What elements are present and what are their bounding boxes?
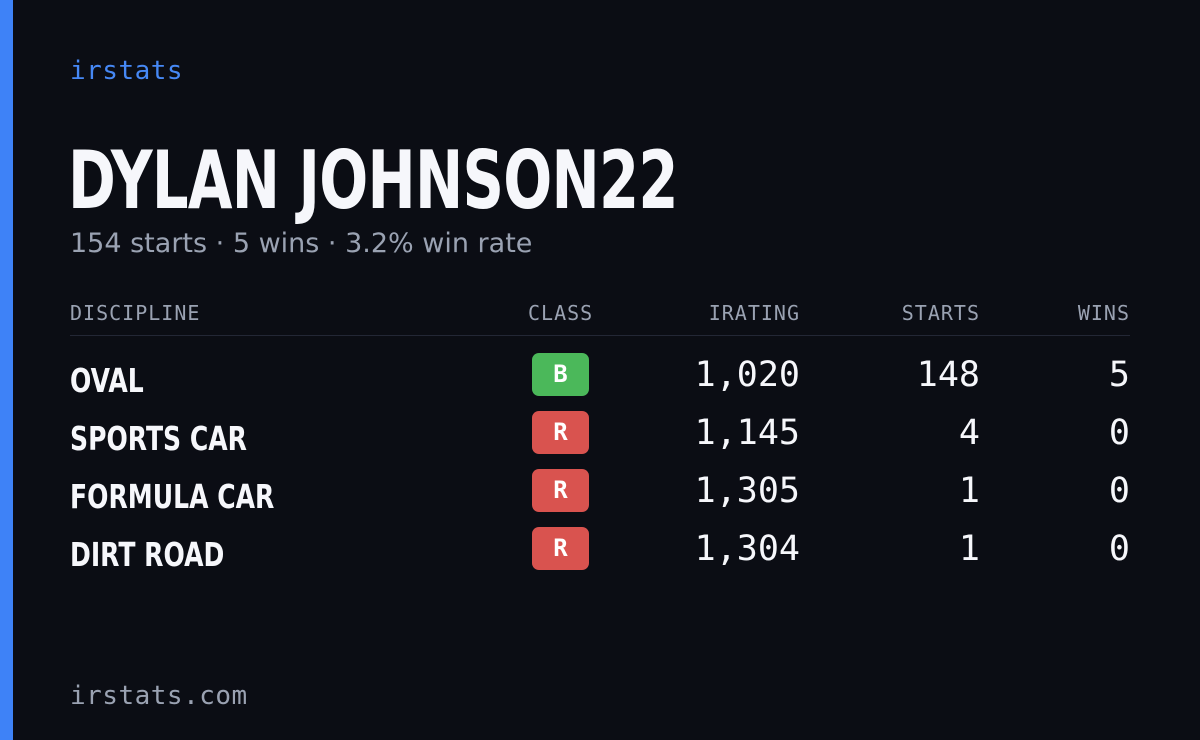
- page-title: DYLAN JOHNSON22: [68, 134, 678, 227]
- table-row: OVAL B 1,020 148 5: [70, 353, 1130, 411]
- header-starts: STARTS: [901, 301, 980, 325]
- table-row: FORMULA CAR R 1,305 1 0: [70, 469, 1130, 527]
- wins-value: 0: [1108, 529, 1130, 569]
- starts-value: 1: [958, 471, 980, 511]
- discipline-name: FORMULA CAR: [70, 477, 275, 516]
- table-body: OVAL B 1,020 148 5 SPORTS CAR R 1,145 4 …: [70, 353, 1130, 585]
- table-header: DISCIPLINE CLASS IRATING STARTS WINS: [70, 296, 1130, 336]
- footer-url: irstats.com: [70, 681, 248, 711]
- irating-value: 1,304: [694, 529, 800, 569]
- wins-value: 0: [1108, 471, 1130, 511]
- irating-value: 1,305: [694, 471, 800, 511]
- header-class: CLASS: [528, 301, 594, 325]
- accent-bar: [0, 0, 13, 740]
- stats-table: DISCIPLINE CLASS IRATING STARTS WINS OVA…: [70, 296, 1130, 585]
- header-irating: IRATING: [708, 301, 800, 325]
- discipline-name: DIRT ROAD: [70, 535, 225, 574]
- wins-value: 5: [1108, 355, 1130, 395]
- discipline-name: SPORTS CAR: [70, 419, 247, 458]
- table-row: SPORTS CAR R 1,145 4 0: [70, 411, 1130, 469]
- class-badge: R: [532, 411, 589, 454]
- discipline-name: OVAL: [70, 361, 144, 400]
- class-badge: B: [532, 353, 589, 396]
- brand-logo: irstats: [70, 56, 184, 86]
- header-discipline: DISCIPLINE: [70, 301, 201, 325]
- table-row: DIRT ROAD R 1,304 1 0: [70, 527, 1130, 585]
- header-wins: WINS: [1077, 301, 1130, 325]
- player-summary: 154 starts · 5 wins · 3.2% win rate: [70, 228, 533, 259]
- irating-value: 1,020: [694, 355, 800, 395]
- starts-value: 4: [958, 413, 980, 453]
- class-badge: R: [532, 469, 589, 512]
- starts-value: 148: [916, 355, 980, 395]
- class-badge: R: [532, 527, 589, 570]
- wins-value: 0: [1108, 413, 1130, 453]
- irating-value: 1,145: [694, 413, 800, 453]
- starts-value: 1: [958, 529, 980, 569]
